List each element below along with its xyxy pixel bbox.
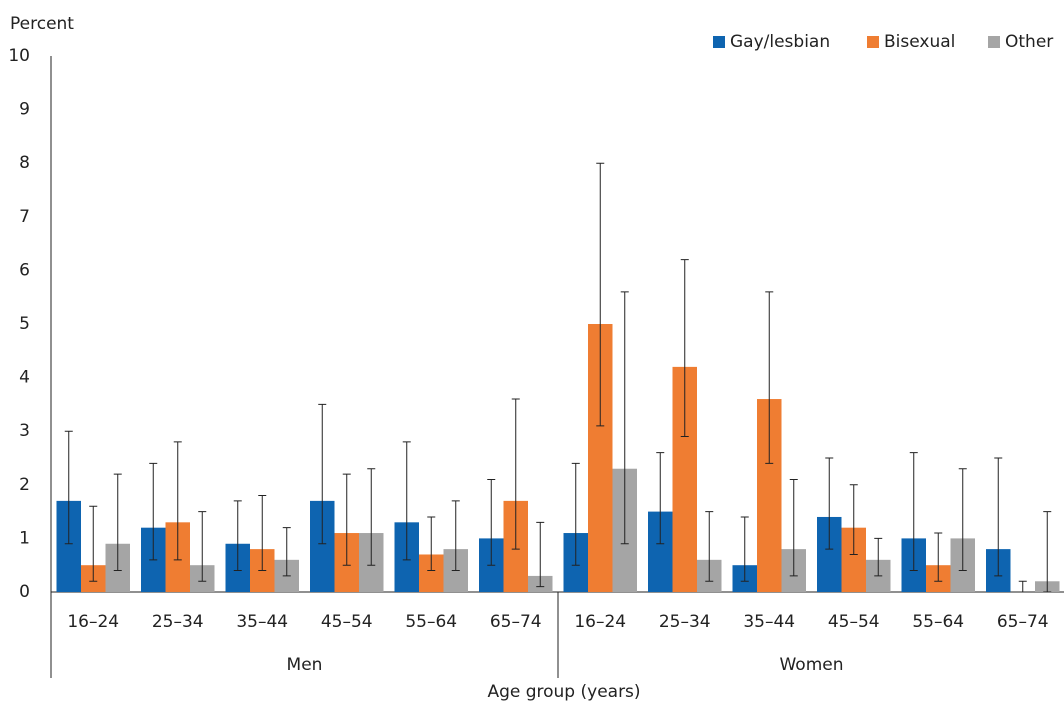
error-bar xyxy=(318,403,327,545)
error-bar xyxy=(680,259,689,438)
x-tick-label: 45–54 xyxy=(828,612,880,632)
y-tick-label: 10 xyxy=(8,46,30,66)
x-tick-label: 25–34 xyxy=(152,612,204,632)
y-tick-label: 3 xyxy=(19,421,30,441)
error-bar xyxy=(705,511,714,582)
error-bar xyxy=(596,162,605,427)
legend-swatch xyxy=(867,36,879,48)
group-label: Men xyxy=(287,655,323,675)
error-bar xyxy=(740,516,749,582)
legend-label: Bisexual xyxy=(884,32,955,52)
error-bar xyxy=(451,500,460,572)
x-tick-label: 55–64 xyxy=(912,612,964,632)
x-tick-label: 25–34 xyxy=(659,612,711,632)
x-tick-label: 65–74 xyxy=(490,612,542,632)
x-tick-label: 45–54 xyxy=(321,612,373,632)
error-bar xyxy=(173,441,182,561)
x-tick-label: 65–74 xyxy=(997,612,1049,632)
error-bar xyxy=(825,457,834,550)
error-bar xyxy=(765,291,774,464)
error-bar xyxy=(233,500,242,572)
legend-swatch xyxy=(988,36,1000,48)
error-bar xyxy=(571,462,580,566)
y-tick-label: 7 xyxy=(19,207,30,227)
y-tick-label: 2 xyxy=(19,475,30,495)
x-tick-label: 16–24 xyxy=(67,612,119,632)
error-bar xyxy=(487,478,496,566)
x-tick-label: 16–24 xyxy=(574,612,626,632)
error-bar xyxy=(511,398,520,550)
error-bar xyxy=(909,452,918,572)
error-bar xyxy=(113,473,122,572)
legend-label: Other xyxy=(1005,32,1053,52)
x-tick-label: 55–64 xyxy=(405,612,457,632)
error-bar xyxy=(656,452,665,545)
error-bar xyxy=(198,511,207,582)
error-bar xyxy=(536,521,545,588)
error-bar xyxy=(874,537,883,577)
legend-swatch xyxy=(713,36,725,48)
error-bar xyxy=(89,505,98,582)
y-tick-label: 8 xyxy=(19,153,30,173)
error-bar xyxy=(789,478,798,577)
error-bar xyxy=(427,516,436,572)
y-axis-title: Percent xyxy=(10,14,74,34)
group-label: Women xyxy=(779,655,843,675)
legend-label: Gay/lesbian xyxy=(730,32,830,52)
error-bar xyxy=(1043,511,1052,593)
y-tick-label: 0 xyxy=(19,582,30,602)
error-bar xyxy=(849,484,858,555)
y-tick-label: 6 xyxy=(19,260,30,280)
y-tick-label: 4 xyxy=(19,368,30,388)
error-bar xyxy=(620,291,629,545)
x-axis-title: Age group (years) xyxy=(487,682,640,702)
error-bar xyxy=(1018,580,1027,593)
error-bar xyxy=(994,457,1003,577)
error-bar xyxy=(342,473,351,566)
y-tick-label: 1 xyxy=(19,528,30,548)
error-bar xyxy=(934,532,943,582)
error-bar xyxy=(64,430,73,545)
error-bar xyxy=(258,495,267,572)
y-tick-label: 9 xyxy=(19,100,30,120)
error-bar xyxy=(402,441,411,561)
y-tick-label: 5 xyxy=(19,314,30,334)
error-bar xyxy=(958,468,967,572)
error-bar xyxy=(367,468,376,566)
error-bar xyxy=(282,527,291,577)
x-tick-label: 35–44 xyxy=(743,612,795,632)
x-tick-label: 35–44 xyxy=(236,612,288,632)
error-bar xyxy=(149,462,158,561)
